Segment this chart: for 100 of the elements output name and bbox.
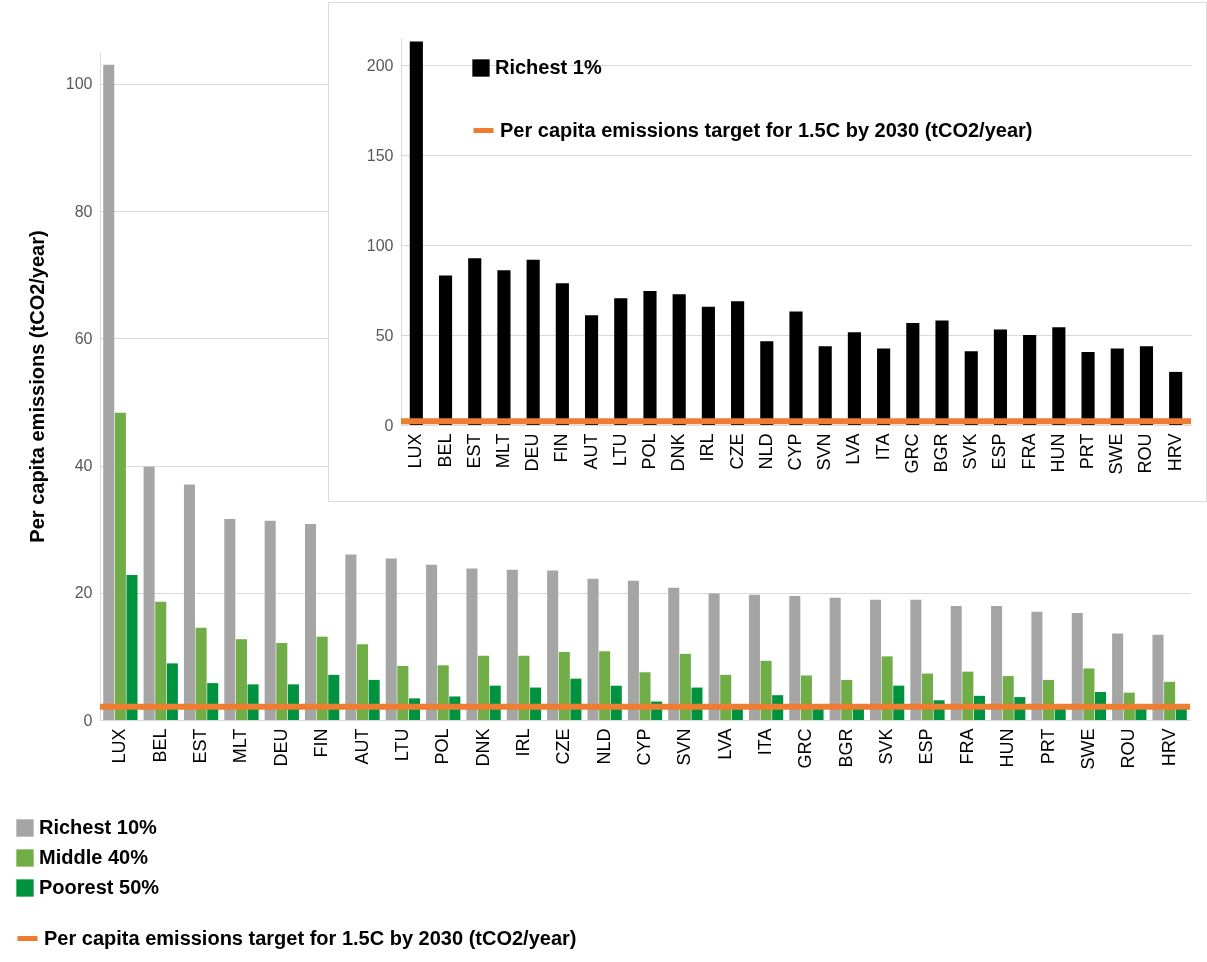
bar — [195, 627, 207, 720]
x-tick-label: ROU — [1118, 728, 1139, 769]
bar — [910, 599, 922, 720]
bar — [935, 320, 949, 425]
bar — [829, 597, 841, 720]
bar — [708, 593, 720, 720]
x-tick-label: MLT — [230, 728, 251, 764]
bar — [316, 636, 328, 720]
bar — [526, 259, 540, 425]
bar — [356, 644, 369, 720]
x-tick-label: LTU — [391, 728, 412, 762]
bar — [993, 329, 1008, 425]
bar — [143, 466, 155, 720]
x-tick-label: FIN — [551, 433, 572, 463]
x-tick-label: HRV — [1164, 433, 1185, 472]
y-tick-label: 100 — [366, 236, 394, 254]
y-tick-label: 20 — [74, 584, 93, 602]
x-tick-label: IRL — [697, 433, 718, 462]
bar — [468, 258, 482, 425]
bar — [668, 587, 680, 720]
bar — [1023, 335, 1037, 425]
bar — [643, 291, 657, 425]
bar — [305, 524, 317, 720]
x-tick-label: ESP — [989, 433, 1010, 470]
x-tick-label: EST — [190, 728, 211, 764]
x-tick-label: CZE — [726, 433, 747, 470]
x-tick-label: CYP — [785, 433, 805, 471]
x-tick-label: SVN — [674, 728, 695, 766]
x-tick-label: HUN — [1047, 433, 1068, 473]
x-tick-label: AUT — [351, 728, 372, 765]
bar — [1031, 611, 1043, 720]
bar — [869, 599, 882, 720]
y-tick-label: 60 — [74, 329, 93, 347]
x-tick-label: POL — [432, 728, 453, 765]
bar — [789, 311, 803, 425]
bar — [748, 594, 760, 720]
x-tick-label: DNK — [472, 728, 493, 767]
bar — [1152, 634, 1164, 720]
bar — [1112, 633, 1124, 720]
bar — [679, 653, 691, 720]
x-tick-label: CZE — [553, 728, 574, 765]
bar — [1139, 346, 1154, 425]
bar — [627, 580, 639, 720]
x-tick-label: BGR — [931, 433, 952, 473]
bar — [506, 569, 518, 720]
bar — [235, 639, 247, 720]
bar — [587, 578, 599, 720]
bar — [438, 275, 453, 425]
bar — [584, 315, 599, 425]
x-tick-label: IRL — [512, 728, 533, 757]
y-tick-label: 80 — [74, 202, 93, 220]
x-tick-label: SVK — [876, 728, 897, 765]
bar — [599, 651, 611, 720]
x-tick-label: BGR — [835, 728, 856, 768]
y-tick-label: 150 — [366, 146, 394, 164]
legend-label: Middle 40% — [39, 846, 149, 868]
bar — [114, 412, 126, 720]
bar — [466, 568, 478, 720]
bar — [818, 346, 832, 425]
x-tick-label: SWE — [1077, 728, 1098, 770]
x-tick-label: ROU — [1135, 433, 1156, 474]
x-tick-label: SVN — [814, 433, 835, 471]
x-tick-label: HUN — [997, 728, 1018, 768]
x-tick-label: BEL — [434, 433, 455, 468]
x-tick-label: SVK — [960, 433, 981, 470]
bar — [385, 558, 397, 720]
x-tick-label: ESP — [916, 728, 937, 765]
x-tick-label: LUX — [405, 433, 426, 469]
bar — [183, 484, 195, 720]
bar — [760, 341, 774, 425]
bar — [847, 332, 861, 425]
bar — [950, 606, 962, 720]
x-tick-label: GRC — [795, 728, 816, 769]
bar — [547, 570, 559, 720]
bar — [345, 554, 357, 720]
bar — [426, 564, 438, 720]
x-tick-label: GRC — [901, 433, 922, 474]
x-tick-label: EST — [463, 433, 484, 469]
bar — [991, 606, 1003, 720]
x-tick-label: NLD — [593, 728, 614, 765]
x-tick-label: FIN — [311, 728, 332, 758]
bar — [155, 601, 167, 720]
bar — [166, 663, 178, 720]
y-tick-label: 40 — [74, 457, 93, 475]
bar — [789, 595, 801, 720]
x-tick-label: AUT — [580, 433, 601, 470]
x-tick-label: PRT — [1077, 433, 1098, 470]
bar — [224, 518, 236, 720]
bar — [558, 651, 570, 720]
x-tick-label: DEU — [270, 728, 291, 767]
bar — [1052, 327, 1066, 425]
x-tick-label: CYP — [634, 728, 654, 766]
x-tick-label: BEL — [149, 728, 170, 763]
bar — [478, 655, 490, 720]
y-axis-title: Per capita emissions (tCO2/year) — [25, 230, 48, 543]
bar — [518, 655, 530, 720]
x-tick-label: MLT — [492, 433, 513, 469]
bar — [1081, 351, 1095, 425]
x-tick-label: DNK — [668, 433, 689, 472]
legend-label: Per capita emissions target for 1.5C by 2030 (tCO2/year) — [44, 926, 577, 949]
